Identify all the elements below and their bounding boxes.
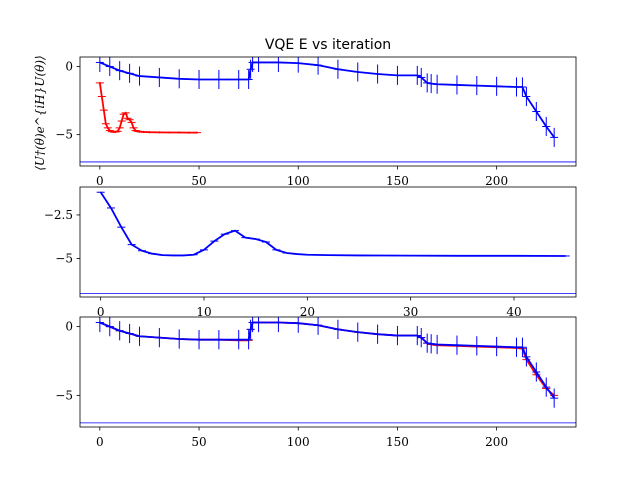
- x-tick-label: 0: [96, 435, 104, 449]
- axes-frame: [79, 316, 577, 428]
- y-tick-label: 0: [65, 320, 73, 334]
- x-tick-label: 20: [300, 305, 315, 319]
- x-tick-label: 50: [191, 174, 206, 188]
- series-1: [95, 321, 559, 397]
- series-1: [96, 191, 570, 257]
- series-line: [98, 82, 198, 134]
- x-tick-label: 0: [97, 305, 105, 319]
- x-tick-label: 30: [403, 305, 418, 319]
- x-tick-label: 200: [485, 435, 508, 449]
- x-tick-label: 100: [287, 435, 310, 449]
- y-tick-label: −5: [55, 252, 73, 266]
- axes-frame: [79, 56, 577, 167]
- x-tick-label: 100: [287, 174, 310, 188]
- plot-area: [80, 57, 576, 163]
- y-tick-label: −5: [55, 388, 73, 402]
- y-tick-label: 0: [65, 60, 73, 74]
- x-tick-label: 50: [191, 435, 206, 449]
- x-tick-label: 40: [506, 305, 521, 319]
- x-tick-label: 150: [386, 435, 409, 449]
- x-tick-label: 10: [196, 305, 211, 319]
- series-2: [95, 57, 559, 147]
- panel-2: 0 10 20 30 40 −2.5 −5: [44, 186, 577, 319]
- panel-3: 0 50 100 150 200 0 −5: [55, 316, 577, 449]
- y-axis-label: ⟨U†(θ)e^{iH}U(θ)⟩: [33, 55, 47, 171]
- plot-area: [80, 317, 576, 424]
- series-line: [99, 191, 566, 257]
- plot-area: [80, 191, 576, 294]
- series-line: [99, 321, 555, 397]
- series-2: [95, 317, 559, 408]
- y-tick-label: −5: [55, 128, 73, 142]
- panel-1: 0 50 100 150 200 0 −5: [55, 56, 577, 188]
- chart-panels: 0 50 100 150 200 0 −5 0 10 20 30 40 −2.5 −5 0 50 100 150 2…: [44, 56, 577, 449]
- series-line: [99, 61, 555, 138]
- x-tick-label: 150: [386, 174, 409, 188]
- series-line: [99, 321, 555, 399]
- x-tick-label: 0: [96, 174, 104, 188]
- x-tick-label: 200: [485, 174, 508, 188]
- chart-title: VQE E vs iteration: [265, 37, 391, 53]
- y-tick-label: −2.5: [44, 208, 73, 222]
- axes-frame: [79, 186, 577, 298]
- series-1: [95, 81, 202, 134]
